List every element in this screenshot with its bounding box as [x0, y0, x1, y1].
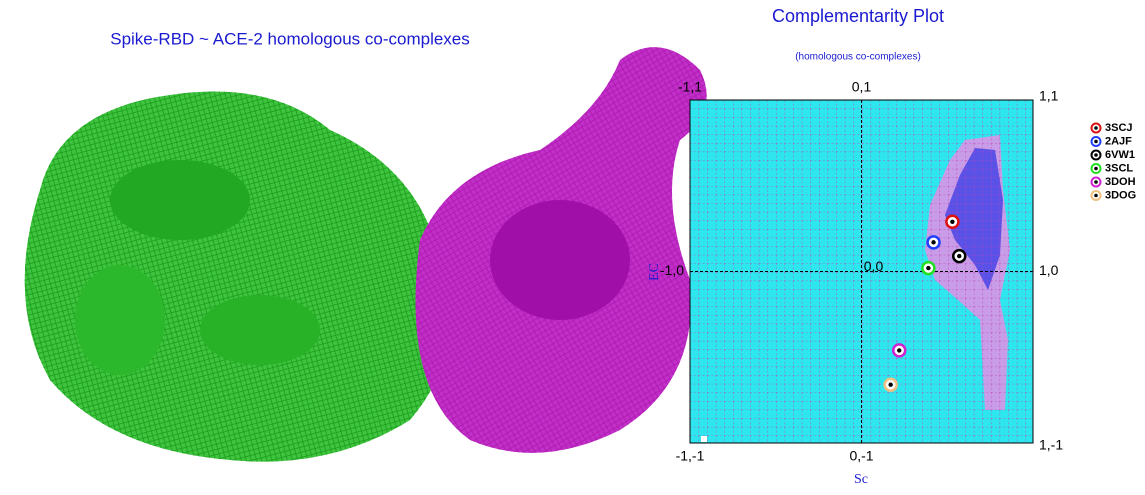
legend-label: 3SCL	[1105, 162, 1133, 174]
plot-background	[689, 99, 1034, 444]
coordinate-label: -1,-1	[676, 448, 705, 464]
legend-label: 3DOH	[1105, 176, 1136, 188]
data-point-center	[950, 219, 955, 224]
data-point-center	[897, 348, 902, 353]
legend-marker-center	[1094, 153, 1098, 157]
legend-marker-center	[1094, 139, 1098, 144]
data-point-center	[931, 240, 936, 245]
data-point-center	[888, 382, 893, 387]
y-axis-label: EC	[647, 263, 662, 281]
coordinate-label: 1,0	[1039, 262, 1059, 278]
coordinate-label: 1,-1	[1039, 437, 1063, 453]
chart-title: Complementarity Plot	[772, 6, 944, 26]
legend-marker-center	[1094, 193, 1098, 198]
illustration-title: Spike-RBD ~ ACE-2 homologous co-complexe…	[110, 29, 470, 48]
legend-label: 2AJF	[1105, 135, 1132, 147]
coordinate-label: -1,0	[660, 262, 684, 278]
coordinate-label: 0,0	[864, 258, 884, 274]
legend-marker-center	[1094, 180, 1098, 184]
coordinate-label: 1,1	[1039, 88, 1059, 104]
x-axis-label: Sc	[854, 472, 868, 487]
coordinate-label: -1,1	[678, 79, 702, 95]
legend-label: 3SCJ	[1105, 122, 1133, 134]
coordinate-label: 0,1	[852, 79, 872, 95]
legend-label: 3DOG	[1105, 189, 1136, 201]
legend-marker-center	[1094, 166, 1098, 171]
data-point-center	[926, 265, 931, 271]
legend-label: 6VW1	[1105, 149, 1135, 161]
coordinate-label: 0,-1	[849, 448, 873, 464]
chart-subtitle: (homologous co-complexes)	[795, 52, 921, 63]
data-point-center	[957, 253, 962, 259]
molecule-illustration	[24, 47, 707, 462]
legend-marker-center	[1094, 126, 1098, 130]
